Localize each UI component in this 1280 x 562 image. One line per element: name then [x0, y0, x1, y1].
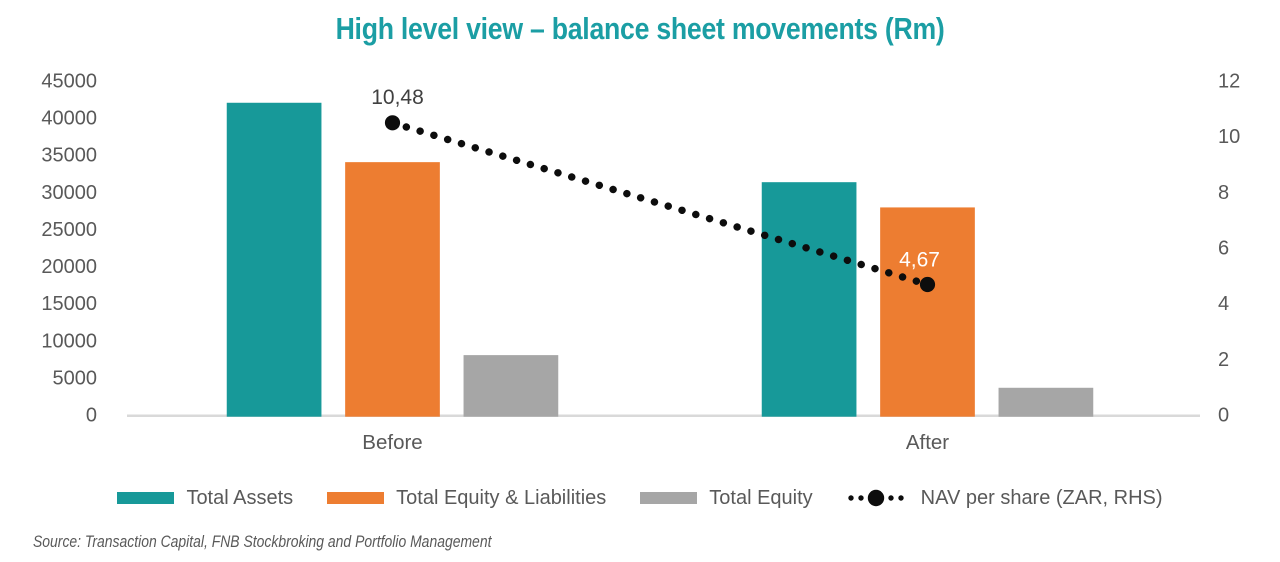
total-equity-swatch [640, 492, 698, 504]
left-axis-tick-label: 35000 [41, 145, 97, 167]
left-axis-tick-label: 30000 [41, 182, 97, 204]
chart-legend: Total Assets Total Equity & Liabilities … [0, 480, 1280, 516]
left-axis-tick-label: 10000 [41, 330, 97, 352]
right-axis-tick-label: 10 [1218, 126, 1240, 148]
right-axis-tick-label: 12 [1218, 71, 1240, 93]
balance-sheet-chart: 0 5000 10000 15000 20000 25000 30000 35000 40000… [41, 71, 1240, 455]
right-axis-tick-label: 8 [1218, 182, 1229, 204]
legend-label-nav-per-share: NAV per share (ZAR, RHS) [920, 486, 1163, 509]
chart-title: High level view – balance sheet movement… [0, 0, 1280, 58]
right-axis-tick-label: 0 [1218, 405, 1229, 427]
legend-label-total-equity-liabilities: Total Equity & Liabilities [396, 486, 607, 509]
nav-value-label-after: 4,67 [899, 249, 940, 272]
category-label-before: Before [362, 431, 422, 454]
left-axis-tick-label: 15000 [41, 293, 97, 315]
right-axis-tick-label: 2 [1218, 349, 1229, 371]
nav-dotted-line-legend-marker [847, 489, 904, 507]
left-axis-tick-label: 40000 [41, 108, 97, 130]
total-assets-swatch [117, 492, 175, 504]
category-label-after: After [906, 431, 949, 454]
bar-total-equity-before [463, 355, 559, 417]
bar-total-equity-liabilities-after [880, 207, 975, 417]
left-axis-tick-label: 0 [86, 405, 97, 427]
bar-total-assets-before [226, 102, 322, 417]
nav-point-marker-before [384, 115, 401, 131]
legend-label-total-equity: Total Equity [709, 486, 813, 509]
total-equity-liabilities-swatch [327, 492, 385, 504]
right-axis-tick-label: 4 [1218, 293, 1229, 315]
chart-title-text: High level view – balance sheet movement… [335, 11, 945, 46]
left-axis-tick-label: 20000 [41, 256, 97, 278]
left-axis-tick-label: 5000 [53, 367, 98, 389]
nav-value-label-before: 10,48 [371, 86, 424, 109]
bar-total-assets-after [761, 182, 857, 417]
left-axis-tick-label: 45000 [41, 71, 97, 93]
left-axis-tick-label: 25000 [41, 219, 97, 241]
right-axis-tick-label: 6 [1218, 238, 1229, 260]
legend-item-total-equity-liabilities: Total Equity & Liabilities [327, 487, 606, 510]
nav-point-marker-after [919, 276, 936, 293]
legend-item-nav-per-share: NAV per share (ZAR, RHS) [847, 487, 1163, 510]
bar-total-equity-liabilities-before [345, 162, 440, 417]
legend-label-total-assets: Total Assets [186, 486, 294, 509]
source-note: Source: Transaction Capital, FNB Stockbr… [33, 532, 492, 551]
legend-item-total-equity: Total Equity [640, 486, 813, 510]
legend-item-total-assets: Total Assets [117, 487, 293, 510]
bar-total-equity-after [998, 387, 1094, 417]
